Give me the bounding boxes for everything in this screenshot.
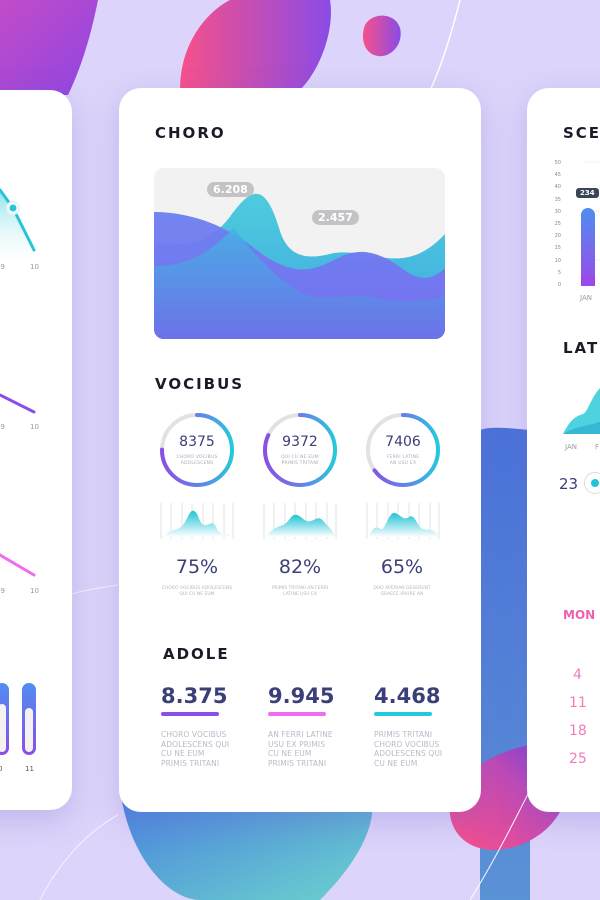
left-bar-x-label-11: 11 bbox=[25, 765, 34, 773]
adole-stat-1-value: 8.375 bbox=[161, 684, 228, 708]
adole-stat-1-desc-line: CU NE EUM bbox=[161, 749, 205, 758]
adole-stat-2-desc: AN FERRI LATINE USU EX PRIMIS CU NE EUM … bbox=[268, 730, 368, 768]
sparkline-2 bbox=[263, 503, 337, 539]
vocibus-percent-1: 75% bbox=[175, 556, 219, 578]
gauge-1-label-line2: ADOLESCENS bbox=[180, 461, 214, 466]
scen-x-label-jan: JAN bbox=[580, 294, 592, 302]
y-tick: 50 bbox=[554, 160, 561, 166]
gauge-3-value: 7406 bbox=[385, 434, 421, 450]
gauge-ring-1 bbox=[160, 413, 234, 487]
adole-stat-1: 8.375 CHORO VOCIBUS ADOLESCENS QUI CU NE… bbox=[161, 684, 261, 768]
y-tick: 15 bbox=[554, 245, 561, 252]
calendar-date-11[interactable]: 11 bbox=[569, 695, 587, 711]
adole-stat-2-desc-line: USU EX PRIMIS bbox=[268, 739, 326, 749]
lati-area-chart[interactable] bbox=[527, 378, 600, 438]
choro-value-badge-2: 2.457 bbox=[312, 210, 359, 225]
adole-stat-3-desc-line: PRIMIS TRITANI bbox=[374, 730, 433, 739]
adole-stat-3-desc-line: ADOLESCENS QUI bbox=[374, 749, 443, 758]
adole-stat-1-desc-line: ADOLESCENS QUI bbox=[161, 739, 230, 749]
gauge-3-label-line1: FERRI LATINE bbox=[386, 455, 420, 460]
y-tick: 20 bbox=[554, 233, 561, 240]
lati-slider-value: 23 bbox=[559, 475, 579, 493]
y-tick: 40 bbox=[554, 184, 561, 191]
y-tick: 45 bbox=[554, 172, 561, 179]
main-dashboard-card: CHORO 6.208 2.457 VOCIBUS bbox=[119, 88, 481, 812]
sparkline-1 bbox=[160, 503, 234, 539]
left-chart3-x-label-10: 10 bbox=[30, 587, 39, 595]
y-tick: 10 bbox=[554, 257, 561, 264]
left-chart2-x-label-10: 10 bbox=[30, 423, 39, 431]
adole-stat-2-desc-line: AN FERRI LATINE bbox=[268, 730, 333, 739]
gauge-2-value: 9372 bbox=[282, 434, 318, 450]
adole-stat-3: 4.468 PRIMIS TRITANI CHORO VOCIBUS ADOLE… bbox=[374, 684, 474, 768]
y-tick: 25 bbox=[554, 220, 561, 227]
adole-stat-1-desc: CHORO VOCIBUS ADOLESCENS QUI CU NE EUM P… bbox=[161, 730, 261, 768]
left-bar-x-label-0: 0 bbox=[0, 765, 3, 773]
lati-slider-handle[interactable] bbox=[584, 472, 600, 494]
y-tick: 30 bbox=[554, 208, 561, 215]
scen-bar-badge: 234 bbox=[576, 188, 599, 198]
adole-stat-2-bar bbox=[268, 712, 326, 716]
vocibus-percent-1-caption-line2: QUI CU NE EUM bbox=[179, 592, 215, 597]
calendar-date-4[interactable]: 4 bbox=[573, 667, 582, 683]
right-dashboard-card: SCEN 50 45 40 35 30 25 20 15 10 5 0 234 … bbox=[527, 88, 600, 812]
vocibus-section-title: VOCIBUS bbox=[155, 375, 245, 393]
gauge-ring-2 bbox=[263, 413, 337, 487]
adole-stat-2-desc-line: CU NE EUM bbox=[268, 749, 312, 758]
gauge-1-value: 8375 bbox=[179, 434, 215, 450]
choro-area-chart[interactable] bbox=[154, 168, 445, 339]
y-tick: 5 bbox=[557, 269, 561, 276]
gauge-1-label-line1: CHORO VOCIBUS bbox=[176, 455, 218, 460]
gauge-ring-3 bbox=[366, 413, 440, 487]
gauge-2-label-line1: QUI CU NE EUM bbox=[281, 455, 319, 460]
y-tick: 0 bbox=[557, 281, 561, 288]
vocibus-percent-2-caption-line2: LATINE USU EX bbox=[283, 592, 317, 597]
scen-section-title: SCEN bbox=[563, 124, 600, 142]
adole-stat-2-desc-line: PRIMIS TRITANI bbox=[268, 758, 327, 768]
lati-x-label-feb: F bbox=[595, 443, 600, 451]
scen-y-axis: 50 45 40 35 30 25 20 15 10 5 0 bbox=[547, 160, 565, 294]
calendar-day-header-mon: MON bbox=[563, 608, 596, 622]
left-chart3-x-label-09: 09 bbox=[0, 587, 5, 595]
left-chart1-x-label-10: 10 bbox=[30, 263, 39, 271]
left-card-charts bbox=[0, 188, 36, 755]
scen-bar-badge-value: 234 bbox=[580, 189, 595, 197]
vocibus-percent-1-caption-line1: CHORO VOCIBUS ADOLESCENS bbox=[161, 586, 233, 591]
adole-stat-3-desc: PRIMIS TRITANI CHORO VOCIBUS ADOLESCENS … bbox=[374, 730, 474, 768]
left-dashboard-card: 09 10 09 10 09 10 0 11 bbox=[0, 90, 72, 810]
adole-stat-3-bar bbox=[374, 712, 432, 716]
adole-stat-1-desc-line: PRIMIS TRITANI bbox=[161, 758, 220, 768]
vocibus-sparklines-svg bbox=[160, 503, 440, 539]
choro-value-badge-1: 6.208 bbox=[207, 182, 254, 197]
sparkline-3 bbox=[366, 503, 440, 539]
vocibus-percent-2-caption-line1: PRIMIS TRITANI AN FERRI bbox=[271, 586, 329, 591]
left-chart2-x-label-09: 09 bbox=[0, 423, 5, 431]
gauge-3-label-line2: AN USU EX bbox=[389, 461, 417, 466]
adole-stat-1-desc-line: CHORO VOCIBUS bbox=[161, 730, 227, 739]
vocibus-percent-3-caption-line2: GRAECE IRIURE AN bbox=[380, 592, 424, 597]
left-chart1-x-label-09: 09 bbox=[0, 263, 5, 271]
vocibus-percent-3: 65% bbox=[380, 556, 424, 578]
gauge-2-label-line2: PRIMIS TRITANI bbox=[281, 461, 319, 466]
lati-section-title: LATI bbox=[563, 339, 600, 357]
choro-area-chart-svg bbox=[154, 193, 445, 339]
adole-stat-3-desc-line: CHORO VOCIBUS bbox=[374, 739, 440, 749]
lati-x-label-jan: JAN bbox=[565, 443, 577, 451]
adole-stat-2-value: 9.945 bbox=[268, 684, 335, 708]
vocibus-percent-2: 82% bbox=[278, 556, 322, 578]
choro-section-title: CHORO bbox=[155, 124, 226, 142]
adole-stat-3-desc-line: CU NE EUM bbox=[374, 758, 418, 768]
vocibus-percent-3-caption-line1: DUO APERIAN DESERUNT bbox=[373, 586, 431, 591]
adole-stat-3-value: 4.468 bbox=[374, 684, 441, 708]
scen-bar-chart[interactable] bbox=[527, 158, 600, 308]
adole-stat-1-bar bbox=[161, 712, 219, 716]
calendar-date-25[interactable]: 25 bbox=[569, 751, 587, 767]
slider-dot-icon bbox=[591, 479, 599, 487]
calendar-date-18[interactable]: 18 bbox=[569, 723, 587, 739]
vocibus-gauges-svg bbox=[160, 413, 440, 487]
y-tick: 35 bbox=[554, 196, 561, 203]
adole-section-title: ADOLE bbox=[163, 645, 230, 663]
adole-stat-2: 9.945 AN FERRI LATINE USU EX PRIMIS CU N… bbox=[268, 684, 368, 768]
